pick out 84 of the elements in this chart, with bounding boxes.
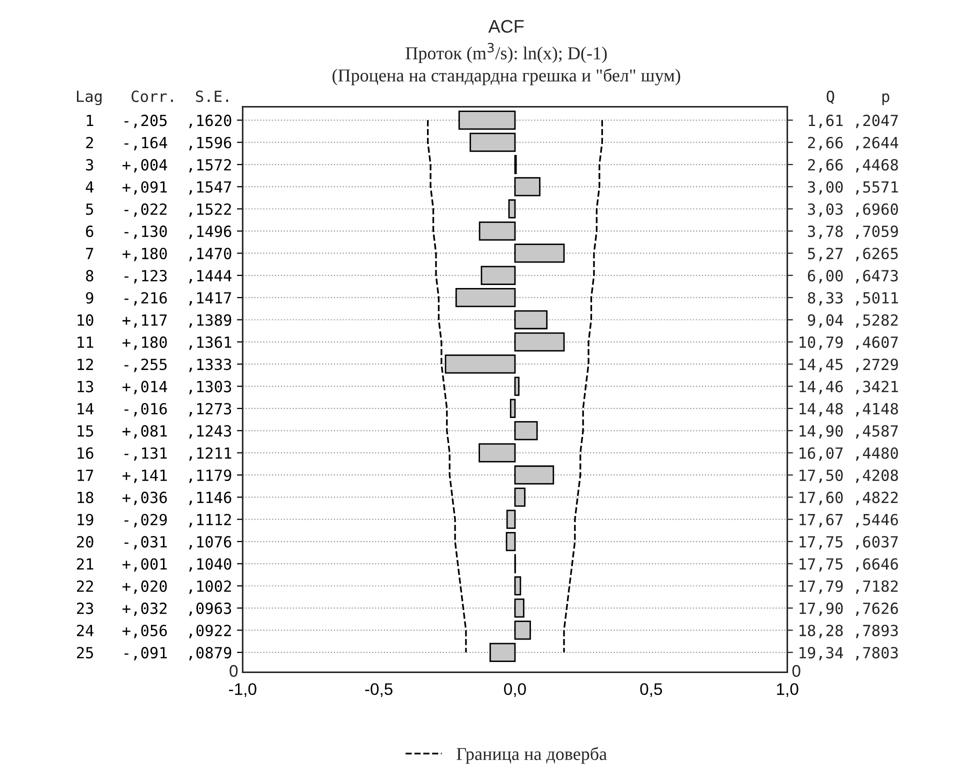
- y-tick-label: 5 -,022 ,1522: [86, 203, 231, 217]
- y-tick-label: 9 -,216 ,1417: [86, 292, 232, 306]
- x-tick-label: -1,0: [229, 683, 256, 697]
- y-tick-label: 3 +,004 ,1572: [86, 159, 231, 173]
- y-tick-label: 7 +,180 ,1470: [86, 248, 232, 262]
- text: 0: [230, 665, 238, 677]
- y2-tick-label: 2,66 ,4468: [808, 159, 898, 173]
- y2-tick-label: 2,66 ,2644: [808, 136, 898, 150]
- y2-tick-label: 1,61 ,2047: [808, 114, 898, 128]
- bar: [514, 576, 522, 596]
- y-tick-label: 11 +,180 ,1361: [78, 336, 232, 350]
- legend-label: Граница на доверба: [456, 746, 607, 764]
- y2-tick-label: 9,04 ,5282: [808, 314, 898, 328]
- bar: [508, 199, 516, 218]
- bar: [506, 532, 516, 552]
- y-tick-label: 2 -,164 ,1596: [86, 136, 232, 150]
- bar: [514, 421, 538, 440]
- y2-tick-label: 8,33 ,5011: [808, 292, 898, 306]
- y2-tick-label: 17,90 ,7626: [800, 602, 898, 616]
- y2-tick-label: 10,79 ,4607: [800, 336, 898, 350]
- y2-tick-label: 17,50 ,4208: [800, 469, 898, 483]
- bar: [470, 132, 516, 152]
- x-tick-label: 0,5: [640, 683, 662, 697]
- y2-tick-label: 3,00 ,5571: [808, 181, 898, 195]
- bar: [514, 332, 565, 352]
- text: Q p: [826, 90, 890, 106]
- y-tick-label: 18 +,036 ,1146: [78, 492, 232, 506]
- y-tick-label: 10 +,117 ,1389: [78, 314, 232, 328]
- y2-tick-label: 19,34 ,7803: [800, 646, 898, 660]
- x-tick-label: -0,5: [365, 683, 392, 697]
- bar: [458, 110, 516, 130]
- x-tick-label: 0,0: [504, 683, 526, 697]
- bar: [478, 443, 516, 462]
- chart-title: ACF: [488, 20, 524, 33]
- y2-tick-label: 14,45 ,2729: [800, 358, 898, 372]
- y2-tick-label: 14,90 ,4587: [800, 425, 898, 439]
- bar: [455, 288, 516, 308]
- bar: [514, 465, 554, 485]
- y-tick-label: 19 -,029 ,1112: [78, 514, 231, 528]
- y-tick-label: 17 +,141 ,1179: [78, 469, 232, 483]
- y2-tick-label: 17,75 ,6646: [800, 558, 898, 572]
- y2-tick-label: 17,79 ,7182: [800, 580, 898, 594]
- y-tick-label: 8 -,123 ,1444: [86, 270, 232, 284]
- y-tick-label: 21 +,001 ,1040: [76, 558, 232, 572]
- y2-tick-label: 5,27 ,6265: [808, 248, 898, 262]
- y2-tick-label: 16,07 ,4480: [800, 447, 898, 461]
- y-tick-label: 22 +,020 ,1002: [76, 580, 231, 594]
- bar: [514, 620, 531, 640]
- bar: [490, 642, 516, 662]
- y2-tick-label: 18,28 ,7893: [800, 624, 898, 638]
- y2-tick-label: 14,48 ,4148: [800, 402, 898, 416]
- bar: [514, 177, 540, 196]
- y-tick-label: 13 +,014 ,1303: [78, 380, 232, 394]
- y-tick-label: 6 -,130 ,1496: [86, 226, 232, 240]
- y-tick-label: 15 +,081 ,1243: [78, 425, 232, 439]
- bar: [480, 266, 516, 285]
- y-tick-label: 24 +,056 ,0922: [76, 624, 231, 638]
- y-tick-label: 20 -,031 ,1076: [76, 536, 232, 550]
- bar: [514, 376, 520, 396]
- y2-tick-label: 3,78 ,7059: [808, 226, 898, 240]
- chart-subtitle: Проток (m$^{3}$/s): ln(x); D(-1) (Процена на стандардна грешка и "бел" шум): [332, 42, 680, 86]
- bar: [514, 310, 548, 330]
- x-tick-label: 1,0: [777, 683, 798, 697]
- y2-tick-label: 14,46 ,3421: [800, 380, 898, 394]
- y-tick-label: 4 +,091 ,1547: [86, 181, 232, 195]
- bar: [506, 510, 516, 529]
- y2-tick-label: 17,75 ,6037: [800, 536, 898, 550]
- y2-tick-label: 6,00 ,6473: [808, 270, 898, 284]
- y-tick-label: 14 -,016 ,1273: [78, 402, 232, 416]
- bar: [514, 244, 565, 263]
- y2-tick-label: 17,67 ,5446: [800, 514, 898, 528]
- bar: [514, 598, 524, 618]
- y2-tick-label: 17,60 ,4822: [800, 492, 898, 506]
- y-tick-label: 23 +,032 ,0963: [76, 602, 232, 616]
- y-tick-label: 12 -,255 ,1333: [78, 358, 232, 372]
- y2-tick-label: 3,03 ,6960: [808, 203, 898, 217]
- text: 0: [792, 665, 800, 677]
- bar: [510, 398, 516, 418]
- y-tick-label: 16 -,131 ,1211: [78, 447, 232, 461]
- y-tick-label: 1 -,205 ,1620: [86, 114, 232, 128]
- text: Lag Corr. S.E.: [76, 90, 228, 106]
- bar: [514, 488, 526, 507]
- bar: [478, 221, 516, 241]
- y-tick-label: 25 -,091 ,0879: [76, 646, 232, 660]
